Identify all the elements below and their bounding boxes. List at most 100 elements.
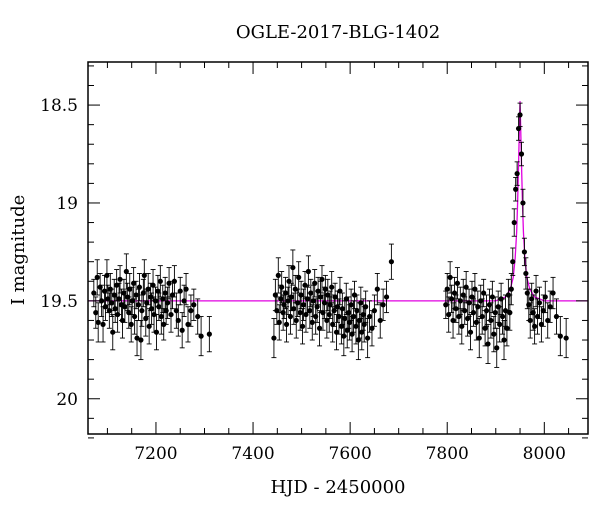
data-point (507, 294, 513, 331)
data-point (138, 319, 144, 361)
data-point (520, 188, 526, 218)
point-marker (310, 298, 316, 304)
data-point (110, 314, 116, 351)
data-point (206, 316, 212, 353)
data-point (308, 278, 314, 308)
point-marker (358, 300, 364, 306)
point-marker (356, 317, 362, 324)
point-marker (275, 272, 281, 279)
point-marker (492, 310, 498, 316)
data-point (448, 284, 455, 314)
point-marker (129, 298, 135, 304)
data-point (499, 298, 506, 335)
point-marker (508, 286, 514, 292)
data-point (305, 255, 311, 288)
point-marker (94, 274, 100, 280)
data-point (94, 259, 100, 296)
point-marker (336, 313, 342, 320)
point-marker (286, 278, 292, 284)
data-point (532, 308, 538, 345)
data-point (337, 276, 343, 306)
point-marker (283, 321, 290, 327)
data-point (453, 294, 459, 323)
point-marker (327, 302, 333, 308)
data-point (538, 306, 544, 343)
data-point (465, 300, 471, 337)
data-point (459, 308, 465, 345)
point-marker (444, 286, 450, 292)
point-marker (316, 325, 323, 331)
point-marker (152, 298, 159, 304)
data-point (185, 306, 191, 343)
data-point (104, 259, 110, 292)
data-point (274, 296, 280, 325)
point-marker (354, 308, 360, 314)
data-point (489, 280, 495, 314)
point-marker (346, 310, 352, 316)
point-marker (510, 259, 516, 265)
data-point (482, 310, 488, 347)
y-tick-label: 19 (56, 194, 78, 214)
point-marker (533, 288, 539, 294)
point-marker (110, 329, 116, 335)
point-marker (470, 310, 477, 316)
point-marker (377, 317, 383, 324)
point-marker (343, 296, 349, 302)
point-marker (491, 331, 497, 337)
point-marker (276, 319, 282, 325)
y-tick-label: 18.5 (40, 96, 78, 116)
point-marker (557, 333, 563, 339)
point-marker (295, 300, 301, 306)
data-point (388, 243, 394, 280)
point-marker (308, 290, 314, 296)
point-marker (145, 286, 151, 292)
point-marker (447, 274, 453, 280)
data-point (488, 302, 494, 339)
data-point (462, 296, 468, 325)
data-point (148, 292, 155, 325)
x-tick-label: 7800 (426, 444, 469, 464)
point-marker (100, 321, 106, 327)
point-marker (542, 294, 548, 300)
point-marker (300, 302, 307, 308)
point-marker (462, 308, 468, 314)
data-point (160, 284, 166, 314)
data-point (173, 292, 179, 329)
point-marker (547, 304, 553, 310)
point-marker (135, 302, 142, 308)
data-point (95, 302, 101, 343)
point-marker (146, 323, 152, 329)
point-marker (127, 286, 133, 292)
point-marker (274, 308, 280, 314)
point-marker (337, 288, 343, 294)
point-marker (459, 323, 465, 329)
data-point (550, 276, 556, 310)
data-points-layer (91, 102, 569, 368)
data-point (309, 304, 315, 341)
x-tick-label: 7600 (329, 444, 372, 464)
data-point (523, 257, 529, 290)
point-marker (132, 313, 138, 320)
data-point (287, 298, 294, 335)
point-marker (469, 294, 475, 300)
point-marker (511, 219, 517, 226)
point-marker (466, 300, 472, 306)
data-point (527, 302, 533, 339)
point-marker (141, 272, 147, 279)
point-marker (545, 317, 551, 324)
point-marker (171, 278, 178, 284)
point-marker (148, 306, 155, 312)
data-point (195, 298, 201, 335)
data-point (114, 269, 120, 302)
point-marker (369, 325, 375, 331)
data-point (374, 273, 380, 306)
point-marker (355, 337, 361, 343)
data-point (494, 327, 500, 368)
point-marker (112, 306, 118, 312)
point-marker (298, 292, 304, 298)
point-marker (448, 296, 455, 302)
data-point (102, 292, 109, 321)
point-marker (451, 290, 458, 296)
data-point (275, 257, 281, 294)
data-point (109, 288, 115, 317)
